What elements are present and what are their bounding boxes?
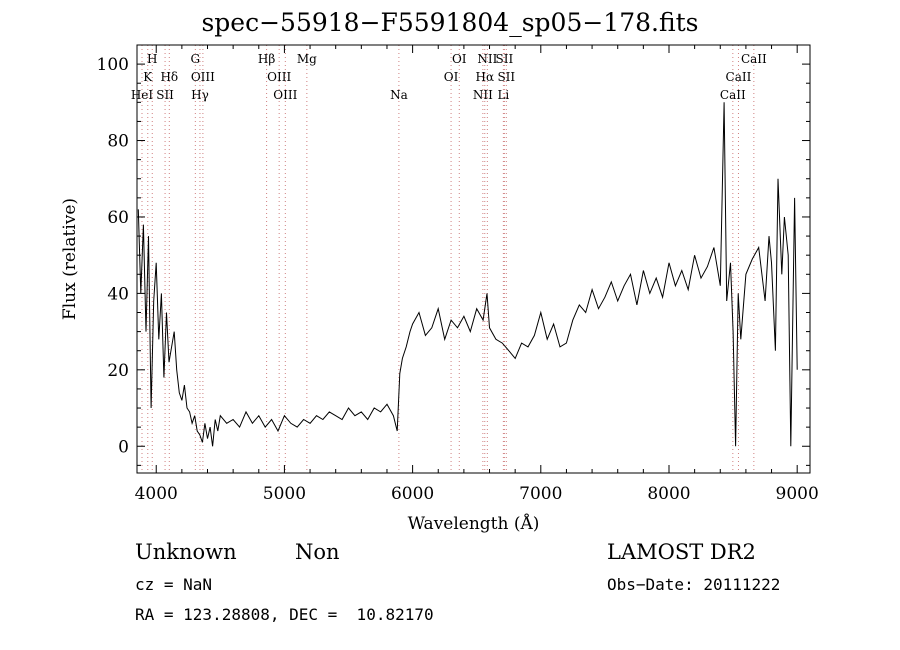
- line-label-2: HeI: [131, 88, 154, 102]
- line-label-23: CaII: [720, 88, 746, 102]
- obs-date-text: Obs−Date: 20111222: [607, 575, 781, 594]
- line-label-13: OI: [452, 52, 467, 66]
- x-tick-label-5000: 5000: [263, 484, 306, 504]
- coords-text: RA = 123.28808, DEC = 10.82170: [135, 605, 434, 624]
- x-tick-label-6000: 6000: [391, 484, 434, 504]
- y-tick-label-0: 0: [118, 437, 129, 457]
- spectral-line-markers: [141, 45, 755, 473]
- line-label-21: CaII: [741, 52, 767, 66]
- redshift-text: cz = NaN: [135, 575, 213, 594]
- chart-title: spec−55918−F5591804_sp05−178.fits: [201, 8, 699, 37]
- x-tick-label-9000: 9000: [776, 484, 819, 504]
- line-label-9: OIII: [267, 70, 291, 84]
- line-label-20: Li: [497, 88, 509, 102]
- y-tick-label-80: 80: [107, 132, 129, 152]
- x-tick-label-8000: 8000: [647, 484, 690, 504]
- spectrum-series-line: [137, 102, 798, 447]
- y-tick-label-100: 100: [97, 55, 129, 75]
- line-label-3: Hδ: [160, 70, 178, 84]
- line-label-4: SII: [156, 88, 174, 102]
- subclass-label: Non: [295, 540, 340, 564]
- line-label-7: Hγ: [191, 88, 209, 102]
- x-tick-label-4000: 4000: [135, 484, 178, 504]
- line-label-5: G: [191, 52, 201, 66]
- line-label-10: OIII: [273, 88, 297, 102]
- y-tick-label-20: 20: [107, 361, 129, 381]
- line-label-14: OI: [444, 70, 459, 84]
- line-label-22: CaII: [726, 70, 752, 84]
- axis-ticks: 4000 5000 6000 7000 8000 9000 0 20 40 60 80 100: [97, 44, 819, 504]
- y-tick-label-40: 40: [107, 284, 129, 304]
- survey-label: LAMOST DR2: [607, 540, 756, 564]
- line-label-12: Na: [390, 88, 408, 102]
- y-tick-label-60: 60: [107, 208, 129, 228]
- line-label-16: SII: [496, 52, 514, 66]
- line-label-0: H: [147, 52, 157, 66]
- line-labels: HKHeIHδSIIGOIIIHγHβOIIIOIIIMgNaOIOINIISI…: [131, 52, 767, 102]
- line-label-19: NII: [473, 88, 493, 102]
- line-label-18: SII: [497, 70, 515, 84]
- y-axis-label: Flux (relative): [60, 198, 80, 320]
- x-axis-label: Wavelength (Å): [408, 513, 540, 534]
- line-label-15: NII: [477, 52, 497, 66]
- class-label: Unknown: [135, 540, 237, 564]
- plot-frame: [136, 44, 811, 474]
- line-label-6: OIII: [191, 70, 215, 84]
- x-tick-label-7000: 7000: [519, 484, 562, 504]
- line-label-17: Hα: [475, 70, 494, 84]
- line-label-1: K: [143, 70, 153, 84]
- line-label-11: Mg: [297, 52, 317, 66]
- line-label-8: Hβ: [258, 52, 275, 66]
